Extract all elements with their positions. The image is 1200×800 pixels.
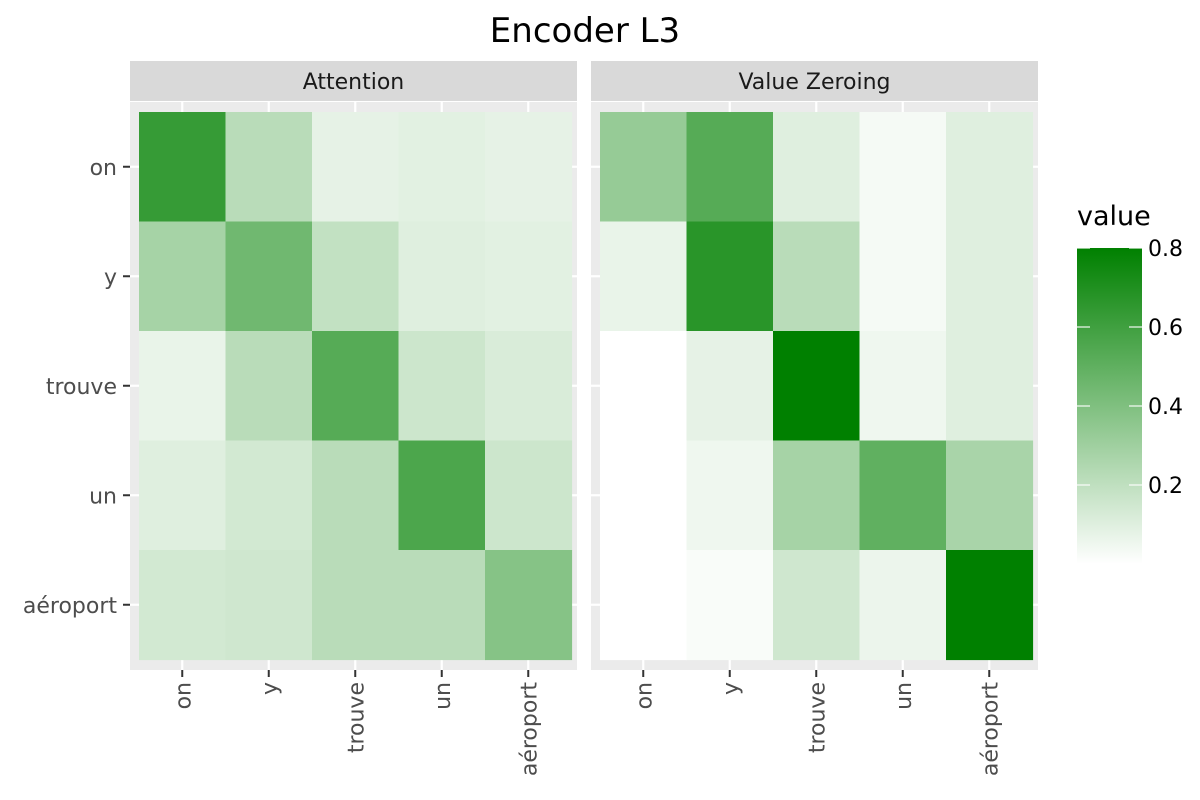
heatmap-cell bbox=[485, 331, 573, 442]
x-tick-label: y bbox=[258, 682, 283, 695]
heatmap-cell bbox=[686, 112, 774, 223]
heatmap-cell bbox=[312, 331, 400, 442]
heatmap-cell bbox=[600, 440, 688, 551]
x-tick-label: trouve bbox=[805, 682, 830, 753]
heatmap-cell bbox=[139, 550, 227, 661]
facet-strip-label: Value Zeroing bbox=[738, 70, 890, 95]
heatmap-cell bbox=[139, 112, 227, 223]
heatmap-cell bbox=[312, 112, 400, 223]
heatmap-cell bbox=[225, 112, 313, 223]
heatmap-cell bbox=[600, 112, 688, 223]
heatmap-cell bbox=[600, 331, 688, 442]
x-tick-label: un bbox=[431, 682, 456, 710]
heatmap-cell bbox=[859, 112, 947, 223]
heatmap-cell bbox=[773, 550, 861, 661]
heatmap-cell bbox=[946, 440, 1034, 551]
facet-strip bbox=[591, 61, 1038, 101]
heatmap-cell bbox=[398, 440, 486, 551]
heatmap-cell bbox=[600, 221, 688, 332]
heatmap-cell bbox=[773, 221, 861, 332]
heatmap-cell bbox=[312, 221, 400, 332]
x-tick-label: aéroport bbox=[517, 682, 542, 777]
heatmap-cell bbox=[485, 221, 573, 332]
heatmap-cell bbox=[139, 331, 227, 442]
heatmap-cell bbox=[773, 440, 861, 551]
heatmap-cell bbox=[225, 331, 313, 442]
y-tick-label: aéroport bbox=[23, 594, 118, 619]
legend: value 0.2 0.4 0.6 0.8 bbox=[1077, 201, 1183, 564]
heatmap-cell bbox=[225, 440, 313, 551]
heatmap-cell bbox=[686, 331, 774, 442]
y-tick-label: trouve bbox=[46, 375, 117, 400]
x-tick-label: un bbox=[892, 682, 917, 710]
heatmap-cell bbox=[485, 550, 573, 661]
heatmap-cell bbox=[485, 440, 573, 551]
chart-title: Encoder L3 bbox=[490, 11, 680, 51]
heatmap-cell bbox=[312, 440, 400, 551]
heatmap-cell bbox=[859, 221, 947, 332]
heatmap-cell bbox=[773, 331, 861, 442]
heatmap-cell bbox=[225, 550, 313, 661]
facet-strip bbox=[130, 61, 577, 101]
heatmap-cell bbox=[139, 440, 227, 551]
y-tick-label: on bbox=[90, 156, 117, 181]
heatmap-cell bbox=[946, 221, 1034, 332]
legend-tick-label: 0.4 bbox=[1148, 395, 1183, 420]
heatmap-cell bbox=[946, 550, 1034, 661]
legend-title: value bbox=[1077, 201, 1151, 232]
heatmap-cell bbox=[773, 112, 861, 223]
legend-tick-label: 0.8 bbox=[1148, 237, 1183, 262]
heatmap-cell bbox=[600, 550, 688, 661]
legend-tick-label: 0.2 bbox=[1148, 474, 1183, 499]
x-tick-label: on bbox=[632, 682, 657, 709]
heatmap-cell bbox=[859, 440, 947, 551]
heatmap-cell bbox=[485, 112, 573, 223]
panel-attention: Attention on y trouve un aéroport on y trouve un a… bbox=[23, 61, 577, 776]
facet-strip-label: Attention bbox=[303, 70, 405, 95]
heatmap-cell bbox=[946, 331, 1034, 442]
x-tick-label: trouve bbox=[344, 682, 369, 753]
heatmap-cell bbox=[398, 550, 486, 661]
panel-value-zeroing: Value Zeroing on y trouve un aéroport bbox=[591, 61, 1038, 776]
heatmap-cell bbox=[859, 331, 947, 442]
heatmap-cell bbox=[686, 440, 774, 551]
heatmap-cell bbox=[398, 221, 486, 332]
heatmap-cell bbox=[398, 112, 486, 223]
x-tick-label: aéroport bbox=[978, 682, 1003, 777]
heatmap-cell bbox=[859, 550, 947, 661]
x-tick-label: on bbox=[171, 682, 196, 709]
y-tick-label: un bbox=[89, 484, 117, 509]
panels-layer: Attention on y trouve un aéroport on y trouve un a… bbox=[23, 61, 1038, 776]
heatmap-cell bbox=[225, 221, 313, 332]
heatmap-cell bbox=[946, 112, 1034, 223]
heatmap-cell bbox=[139, 221, 227, 332]
heatmap-cell bbox=[686, 221, 774, 332]
heatmap-cell bbox=[398, 331, 486, 442]
heatmap-cell bbox=[312, 550, 400, 661]
legend-tick-label: 0.6 bbox=[1148, 316, 1183, 341]
heatmap-cell bbox=[686, 550, 774, 661]
y-tick-label: y bbox=[104, 265, 117, 290]
x-tick-label: y bbox=[719, 682, 744, 695]
